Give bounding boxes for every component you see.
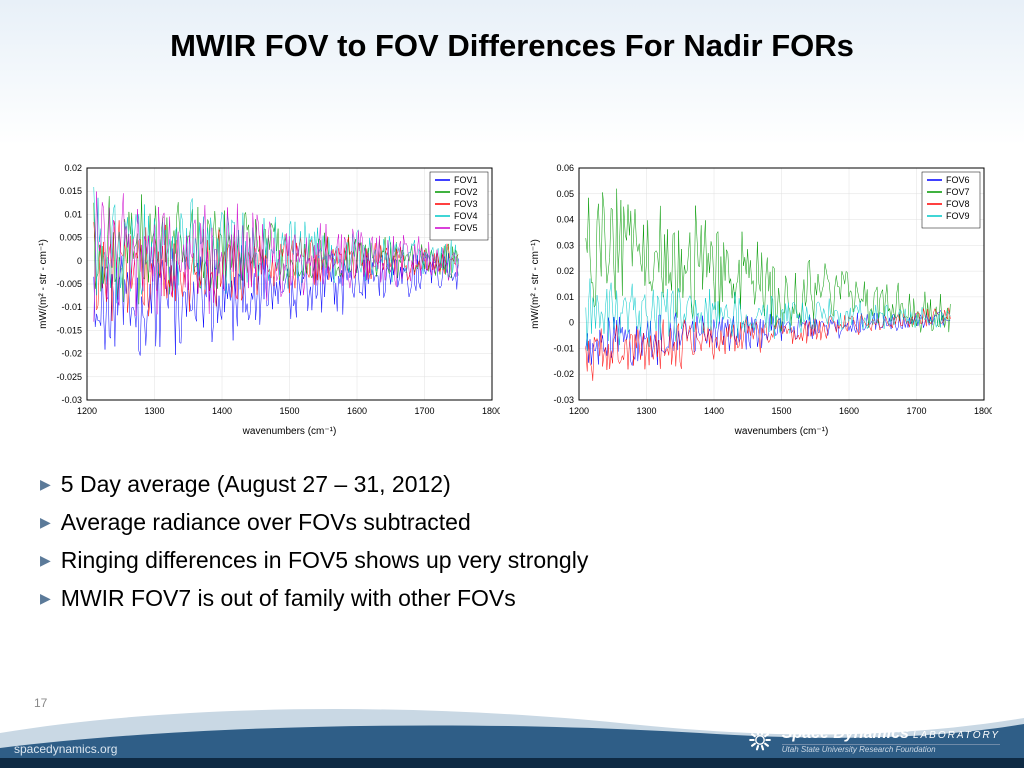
svg-text:FOV6: FOV6 [946, 175, 970, 185]
chart-right: 1200 1300 1400 1500 1600 1700 1800 -0.03 -0.02 -0… [524, 160, 992, 440]
bullet-icon: ▶ [40, 584, 51, 612]
svg-text:0.01: 0.01 [556, 292, 574, 302]
svg-text:-0.01: -0.01 [61, 302, 82, 312]
svg-text:0.03: 0.03 [556, 240, 574, 250]
svg-text:0: 0 [77, 256, 82, 266]
list-item: ▶ Ringing differences in FOV5 shows up v… [40, 546, 984, 574]
svg-text:0.015: 0.015 [59, 186, 82, 196]
svg-text:1700: 1700 [414, 406, 434, 416]
svg-text:FOV9: FOV9 [946, 211, 970, 221]
gear-icon [746, 726, 774, 754]
svg-text:1300: 1300 [144, 406, 164, 416]
svg-text:-0.03: -0.03 [61, 395, 82, 405]
svg-text:-0.01: -0.01 [553, 343, 574, 353]
svg-text:mW/(m² - str - cm⁻¹): mW/(m² - str - cm⁻¹) [530, 239, 541, 329]
svg-text:FOV4: FOV4 [454, 211, 478, 221]
svg-text:1600: 1600 [347, 406, 367, 416]
slide: MWIR FOV to FOV Differences For Nadir FO… [0, 0, 1024, 768]
svg-text:wavenumbers (cm⁻¹): wavenumbers (cm⁻¹) [242, 426, 337, 437]
chart-row: 1200 1300 1400 1500 1600 1700 1800 -0.03 -0.025 -… [32, 160, 992, 440]
list-item: ▶ Average radiance over FOVs subtracted [40, 508, 984, 536]
page-title: MWIR FOV to FOV Differences For Nadir FO… [0, 28, 1024, 64]
logo: Space Dynamics LABORATORY Utah State Univ… [746, 726, 1000, 754]
bullet-icon: ▶ [40, 470, 51, 498]
svg-text:FOV2: FOV2 [454, 187, 478, 197]
svg-text:-0.015: -0.015 [56, 325, 82, 335]
svg-text:FOV8: FOV8 [946, 199, 970, 209]
svg-text:FOV7: FOV7 [946, 187, 970, 197]
svg-text:0.02: 0.02 [556, 266, 574, 276]
list-item: ▶ 5 Day average (August 27 – 31, 2012) [40, 470, 984, 498]
svg-text:1400: 1400 [212, 406, 232, 416]
bullet-text: Ringing differences in FOV5 shows up ver… [61, 546, 589, 574]
chart-left: 1200 1300 1400 1500 1600 1700 1800 -0.03 -0.025 -… [32, 160, 500, 440]
svg-text:1200: 1200 [77, 406, 97, 416]
svg-text:1300: 1300 [636, 406, 656, 416]
svg-text:1400: 1400 [704, 406, 724, 416]
svg-text:0.04: 0.04 [556, 215, 574, 225]
svg-text:0.06: 0.06 [556, 163, 574, 173]
svg-text:0.05: 0.05 [556, 189, 574, 199]
svg-text:FOV1: FOV1 [454, 175, 478, 185]
list-item: ▶ MWIR FOV7 is out of family with other … [40, 584, 984, 612]
svg-text:FOV3: FOV3 [454, 199, 478, 209]
svg-text:0.02: 0.02 [64, 163, 82, 173]
svg-text:wavenumbers (cm⁻¹): wavenumbers (cm⁻¹) [734, 426, 829, 437]
logo-text: Space Dynamics LABORATORY Utah State Univ… [782, 726, 1000, 754]
svg-text:mW/(m² - str - cm⁻¹): mW/(m² - str - cm⁻¹) [38, 239, 49, 329]
svg-text:FOV5: FOV5 [454, 223, 478, 233]
svg-text:0.01: 0.01 [64, 209, 82, 219]
svg-text:0.005: 0.005 [59, 233, 82, 243]
bullet-list: ▶ 5 Day average (August 27 – 31, 2012) ▶… [40, 470, 984, 622]
header-band [0, 0, 1024, 145]
svg-text:-0.03: -0.03 [553, 395, 574, 405]
svg-text:-0.02: -0.02 [553, 369, 574, 379]
svg-text:1700: 1700 [906, 406, 926, 416]
svg-text:1800: 1800 [482, 406, 500, 416]
bullet-text: 5 Day average (August 27 – 31, 2012) [61, 470, 451, 498]
bullet-text: Average radiance over FOVs subtracted [61, 508, 471, 536]
bullet-icon: ▶ [40, 546, 51, 574]
svg-text:1800: 1800 [974, 406, 992, 416]
svg-text:-0.025: -0.025 [56, 372, 82, 382]
svg-text:-0.005: -0.005 [56, 279, 82, 289]
svg-text:0: 0 [569, 318, 574, 328]
bullet-text: MWIR FOV7 is out of family with other FO… [61, 584, 516, 612]
footer-wave [0, 678, 1024, 768]
logo-line1b: LABORATORY [913, 730, 1000, 741]
footer-url: spacedynamics.org [14, 742, 117, 756]
logo-line2: Utah State University Research Foundatio… [782, 744, 1000, 754]
svg-text:1500: 1500 [771, 406, 791, 416]
svg-text:1200: 1200 [569, 406, 589, 416]
logo-line1: Space Dynamics [782, 725, 909, 742]
bullet-icon: ▶ [40, 508, 51, 536]
svg-text:1500: 1500 [279, 406, 299, 416]
svg-text:-0.02: -0.02 [61, 349, 82, 359]
svg-text:1600: 1600 [839, 406, 859, 416]
